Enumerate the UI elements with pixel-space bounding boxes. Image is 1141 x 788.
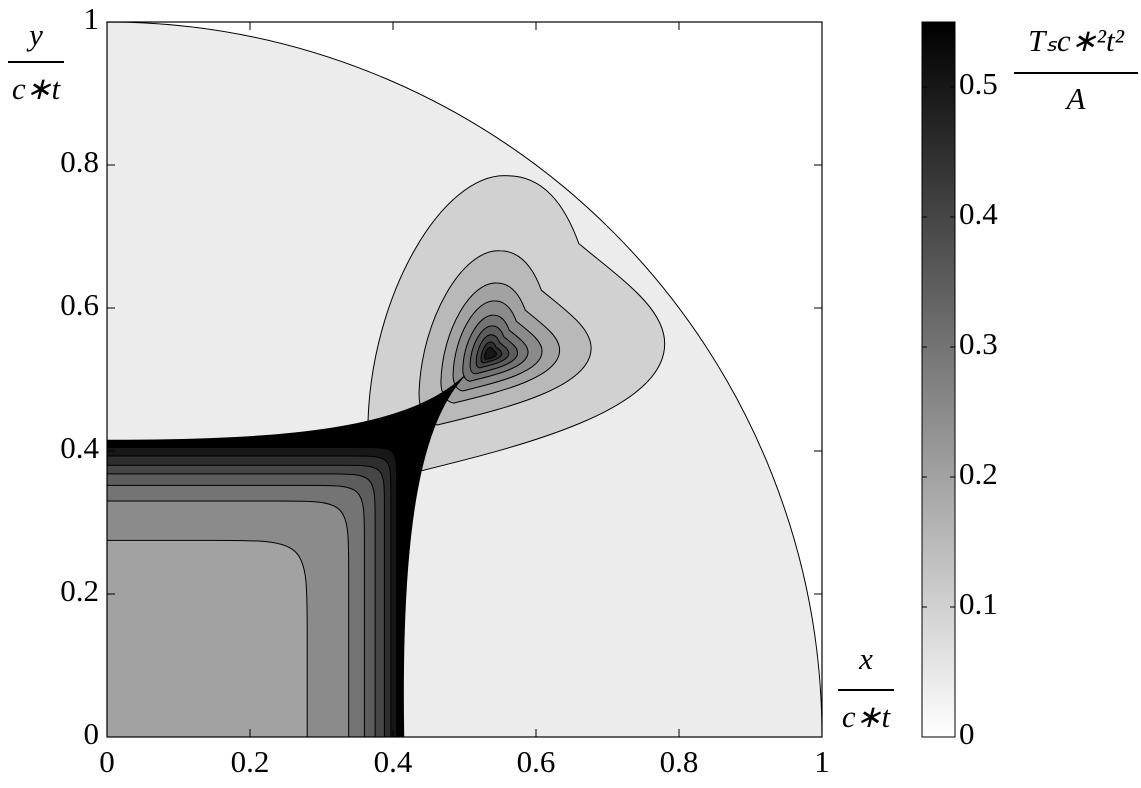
colorbar-label-bottom: A [1065, 81, 1087, 116]
y-axis-label: y c∗t [8, 17, 64, 106]
contour-plot [107, 22, 822, 737]
x-tick-label: 0.8 [660, 744, 699, 779]
x-tick-label: 0.2 [231, 744, 270, 779]
x-axis-label: x c∗t [838, 641, 894, 734]
colorbar-label-top: Tₛc∗²t² [1028, 23, 1124, 58]
y-label-top: y [26, 17, 43, 52]
colorbar-tick-label: 0.5 [959, 66, 998, 101]
x-tick-label: 0.6 [517, 744, 556, 779]
y-label-bottom: c∗t [12, 71, 62, 106]
y-tick-label: 0.8 [60, 144, 99, 179]
contour-region [107, 539, 308, 737]
x-label-bottom: c∗t [842, 699, 892, 734]
y-tick-label: 0.4 [60, 430, 99, 465]
colorbar-tick-label: 0.1 [959, 586, 998, 621]
colorbar-tick-label: 0 [959, 716, 975, 751]
y-tick-label: 1 [84, 1, 100, 36]
x-label-top: x [858, 641, 873, 676]
y-tick-label: 0.2 [60, 573, 99, 608]
colorbar-tick-label: 0.3 [959, 326, 998, 361]
x-tick-label: 0.4 [374, 744, 413, 779]
colorbar-tick-label: 0.4 [959, 196, 998, 231]
colorbar-label: Tₛc∗²t² A [1014, 23, 1138, 116]
x-tick-label: 1 [814, 744, 830, 779]
colorbar-tick-label: 0.2 [959, 456, 998, 491]
y-tick-label: 0 [84, 716, 100, 751]
colorbar [921, 21, 956, 738]
plot-frame [106, 21, 823, 738]
x-tick-label: 0 [99, 744, 115, 779]
contour-region [484, 346, 498, 360]
y-tick-label: 0.6 [60, 287, 99, 322]
